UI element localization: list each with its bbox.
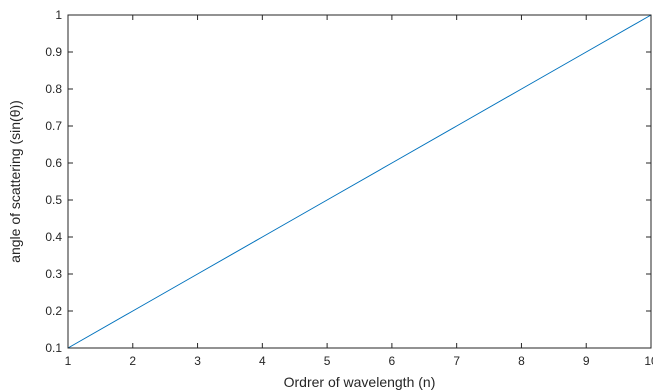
x-tick-label: 7 <box>453 354 460 368</box>
series-layer <box>67 14 652 349</box>
y-tick-label: 0.6 <box>45 156 62 170</box>
series-line <box>67 14 652 349</box>
x-tick-label: 3 <box>194 354 201 368</box>
y-axis-label: angle of scattering (sin(θ)) <box>7 100 23 263</box>
y-tick-label: 0.2 <box>45 304 62 318</box>
y-tick-label: 0.1 <box>45 341 62 355</box>
x-tick-labels: 1 2 3 4 5 6 7 8 9 10 <box>65 354 653 368</box>
x-tick-label: 2 <box>129 354 136 368</box>
plot-frame <box>67 14 652 349</box>
y-tick-label: 0.9 <box>45 45 62 59</box>
x-tick-label: 8 <box>518 354 525 368</box>
x-axis-label: Ordrer of wavelength (n) <box>284 374 436 390</box>
x-tick-label: 4 <box>259 354 266 368</box>
x-tick-label: 10 <box>644 354 653 368</box>
x-tick-label: 6 <box>389 354 396 368</box>
y-tick-label: 0.8 <box>45 82 62 96</box>
y-tick-label: 0.4 <box>45 230 62 244</box>
y-tick-labels: 0.1 0.2 0.3 0.4 0.5 0.6 0.7 0.8 0.9 1 <box>45 8 62 355</box>
x-tick-label: 1 <box>65 354 72 368</box>
y-tick-label: 1 <box>55 8 62 22</box>
y-tick-label: 0.7 <box>45 119 62 133</box>
x-tick-label: 9 <box>583 354 590 368</box>
x-tick-label: 5 <box>324 354 331 368</box>
y-tick-label: 0.5 <box>45 193 62 207</box>
y-tick-label: 0.3 <box>45 267 62 281</box>
